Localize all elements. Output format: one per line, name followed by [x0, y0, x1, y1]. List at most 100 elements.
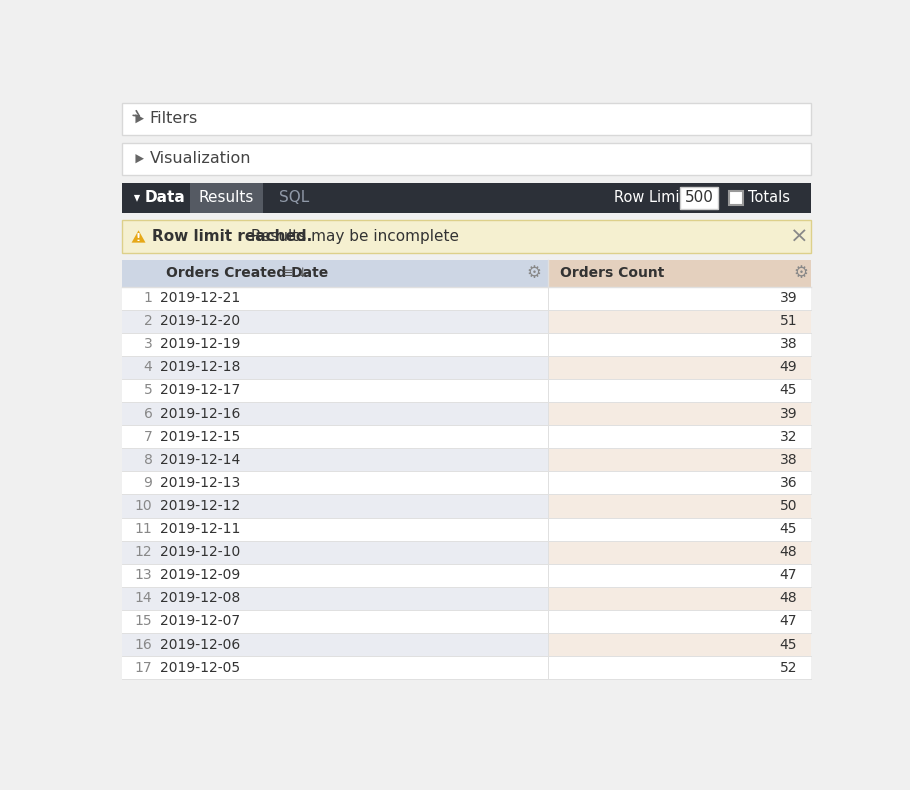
Bar	[548, 261, 811, 287]
Text: Filters: Filters	[149, 111, 197, 126]
Bar	[122, 425, 548, 448]
Text: 2019-12-08: 2019-12-08	[160, 592, 240, 605]
Bar	[548, 333, 811, 356]
Text: Orders Created Date: Orders Created Date	[167, 266, 329, 280]
Text: 15: 15	[135, 615, 153, 629]
Bar	[122, 448, 548, 472]
Text: 39: 39	[780, 291, 797, 305]
Bar	[122, 495, 548, 517]
Text: Totals: Totals	[748, 190, 790, 205]
Text: 2019-12-11: 2019-12-11	[160, 522, 240, 536]
Text: Results may be incomplete: Results may be incomplete	[246, 229, 459, 244]
Text: ≡ ↓: ≡ ↓	[278, 267, 308, 280]
Text: 2019-12-19: 2019-12-19	[160, 337, 240, 352]
Text: 2019-12-07: 2019-12-07	[160, 615, 240, 629]
Text: Row limit reached.: Row limit reached.	[153, 229, 313, 244]
Bar	[122, 142, 811, 175]
Text: 7: 7	[144, 430, 153, 444]
Bar	[548, 379, 811, 402]
Bar	[729, 191, 743, 205]
Bar	[122, 540, 548, 564]
Text: 14: 14	[135, 592, 153, 605]
Bar	[122, 610, 548, 633]
Bar	[548, 448, 811, 472]
Bar	[122, 310, 548, 333]
Bar	[122, 564, 548, 587]
Bar	[122, 103, 811, 135]
Text: Data: Data	[145, 190, 186, 205]
Bar	[548, 540, 811, 564]
Text: 2019-12-14: 2019-12-14	[160, 453, 240, 467]
Bar	[122, 472, 548, 495]
Text: 38: 38	[780, 453, 797, 467]
Bar	[548, 472, 811, 495]
Bar	[548, 356, 811, 379]
Text: 500: 500	[684, 190, 713, 205]
Bar	[548, 656, 811, 679]
Text: 39: 39	[780, 407, 797, 420]
Text: 2019-12-17: 2019-12-17	[160, 383, 240, 397]
Bar	[122, 517, 548, 540]
Text: 9: 9	[144, 476, 153, 490]
Text: 2019-12-20: 2019-12-20	[160, 314, 240, 328]
Bar	[122, 402, 548, 425]
Bar	[548, 517, 811, 540]
Text: 13: 13	[135, 568, 153, 582]
Text: 2019-12-06: 2019-12-06	[160, 638, 240, 652]
Text: 38: 38	[780, 337, 797, 352]
Bar	[548, 495, 811, 517]
Text: 47: 47	[780, 615, 797, 629]
Text: 2019-12-18: 2019-12-18	[160, 360, 240, 374]
Text: 52: 52	[780, 660, 797, 675]
Text: ⚙: ⚙	[793, 265, 808, 283]
Text: SQL: SQL	[278, 190, 309, 205]
Bar	[122, 587, 548, 610]
Text: 11: 11	[135, 522, 153, 536]
Text: 51: 51	[780, 314, 797, 328]
Text: 2019-12-15: 2019-12-15	[160, 430, 240, 444]
Text: ⚙: ⚙	[526, 265, 541, 283]
Polygon shape	[132, 231, 146, 243]
Text: 8: 8	[144, 453, 153, 467]
Bar	[548, 564, 811, 587]
Text: 48: 48	[780, 545, 797, 559]
Bar	[548, 425, 811, 448]
Text: 4: 4	[144, 360, 153, 374]
Bar	[122, 287, 548, 310]
Text: 6: 6	[144, 407, 153, 420]
Text: 1: 1	[144, 291, 153, 305]
Text: 48: 48	[780, 592, 797, 605]
Polygon shape	[136, 154, 144, 164]
Text: 36: 36	[780, 476, 797, 490]
Bar	[680, 187, 718, 209]
Text: 45: 45	[780, 522, 797, 536]
Bar	[548, 287, 811, 310]
Text: 17: 17	[135, 660, 153, 675]
Bar	[122, 182, 811, 213]
Text: Results: Results	[198, 190, 254, 205]
Bar	[122, 633, 548, 656]
Text: 50: 50	[780, 499, 797, 513]
Text: 2019-12-21: 2019-12-21	[160, 291, 240, 305]
Text: 3: 3	[144, 337, 153, 352]
Bar	[122, 656, 548, 679]
Text: 5: 5	[144, 383, 153, 397]
Text: 2019-12-13: 2019-12-13	[160, 476, 240, 490]
Bar	[122, 182, 189, 213]
Bar	[189, 182, 263, 213]
Text: 45: 45	[780, 638, 797, 652]
Text: 2019-12-10: 2019-12-10	[160, 545, 240, 559]
Bar	[548, 310, 811, 333]
Text: !: !	[136, 233, 141, 243]
Text: Orders Count: Orders Count	[561, 266, 664, 280]
Bar	[122, 333, 548, 356]
Text: 2019-12-09: 2019-12-09	[160, 568, 240, 582]
Text: 47: 47	[780, 568, 797, 582]
Text: 49: 49	[780, 360, 797, 374]
Bar	[548, 587, 811, 610]
Bar	[122, 261, 548, 287]
Bar	[122, 220, 811, 253]
Text: 10: 10	[135, 499, 153, 513]
Text: 12: 12	[135, 545, 153, 559]
Text: 16: 16	[135, 638, 153, 652]
